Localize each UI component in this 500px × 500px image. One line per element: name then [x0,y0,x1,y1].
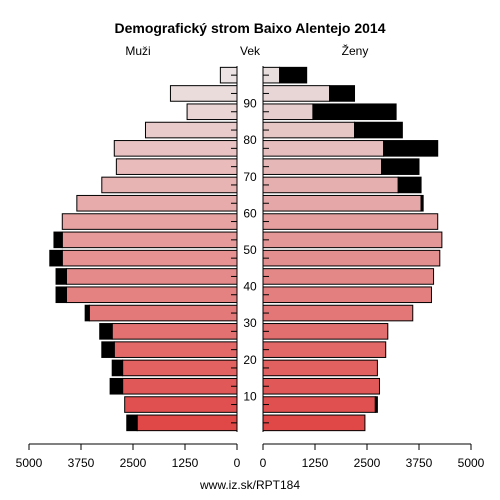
x-axis-right: 0 1250 2500 3750 5000 [260,443,485,470]
male-bars [49,66,238,432]
male-bar [169,85,238,102]
x-tick-label-right: 3750 [406,456,433,470]
female-excess-bar [420,194,424,212]
age-tick-label: 10 [243,389,257,403]
female-bar [262,341,387,358]
x-tick-label-right: 0 [260,456,267,470]
x-tick-label-left: 1250 [172,456,199,470]
female-excess-bar [381,158,420,175]
age-tick-label: 40 [243,280,257,294]
male-excess-bar [126,414,138,432]
male-bar [61,249,238,267]
age-tick-label: 60 [243,206,257,220]
x-tick-label-right: 1250 [302,456,329,470]
age-tick-label: 30 [243,316,257,330]
male-bar [122,359,238,377]
male-excess-bar [53,231,63,249]
male-bar [113,341,238,358]
male-bar [122,377,238,395]
female-bar [262,140,385,157]
male-excess-bar [99,323,113,340]
age-tick-label: 80 [243,133,257,147]
female-excess-bar [374,396,378,413]
male-bar [186,103,238,121]
female-bar [262,323,389,340]
male-excess-bar [55,268,67,285]
x-tick-label-left: 0 [234,456,241,470]
female-excess-bar [354,121,403,139]
female-bar [262,304,414,322]
female-bar [262,176,399,194]
female-bar [262,85,331,102]
female-bar [262,249,441,267]
male-excess-bar [101,341,115,358]
male-bar [124,396,238,413]
female-bar [262,359,378,377]
male-bar [144,121,238,139]
female-excess-bar [329,85,356,102]
age-tick-label: 90 [243,97,257,111]
age-tick-label: 50 [243,243,257,257]
female-excess-bar [397,176,422,194]
chart-title: Demografický strom Baixo Alentejo 2014 [114,20,385,36]
male-bar [101,176,238,194]
x-tick-label-left: 2500 [120,456,147,470]
males-label: Muži [125,44,150,58]
age-tick-label: 20 [243,353,257,367]
female-excess-bar [383,140,439,157]
x-axis-left: 5000 3750 2500 1250 0 [16,443,241,470]
age-label: Vek [240,44,261,58]
male-bar [88,304,238,322]
age-ticks: 90 80 70 60 50 40 30 20 10 [231,74,269,424]
male-bar [65,286,238,304]
male-bar [136,414,238,432]
female-bar [262,121,356,139]
female-bar [262,158,383,175]
x-tick-label-left: 5000 [16,456,43,470]
male-bar [113,140,238,157]
female-bars [262,66,443,432]
females-label: Ženy [342,43,369,58]
female-excess-bar [279,66,308,84]
male-bar [61,213,238,230]
female-bar [262,268,435,285]
female-bar [262,377,380,395]
male-bar [115,158,238,175]
male-bar [65,268,238,285]
age-axis [236,66,264,432]
age-tick-label: 70 [243,170,257,184]
x-tick-label-right: 5000 [458,456,485,470]
male-excess-bar [111,359,124,377]
female-bar [262,231,443,249]
female-excess-bar [312,103,397,121]
male-bar [111,323,238,340]
male-bar [61,231,238,249]
female-bar [262,396,376,413]
x-tick-label-left: 3750 [68,456,95,470]
male-excess-bar [49,249,63,267]
male-excess-bar [84,304,90,322]
female-bar [262,103,314,121]
female-bar [262,194,422,212]
female-bar [262,213,439,230]
source-label: www.iz.sk/RPT184 [199,478,300,492]
male-excess-bar [109,377,124,395]
male-bar [76,194,238,212]
x-tick-label-right: 2500 [354,456,381,470]
female-bar [262,286,432,304]
female-bar [262,414,366,432]
male-excess-bar [55,286,67,304]
